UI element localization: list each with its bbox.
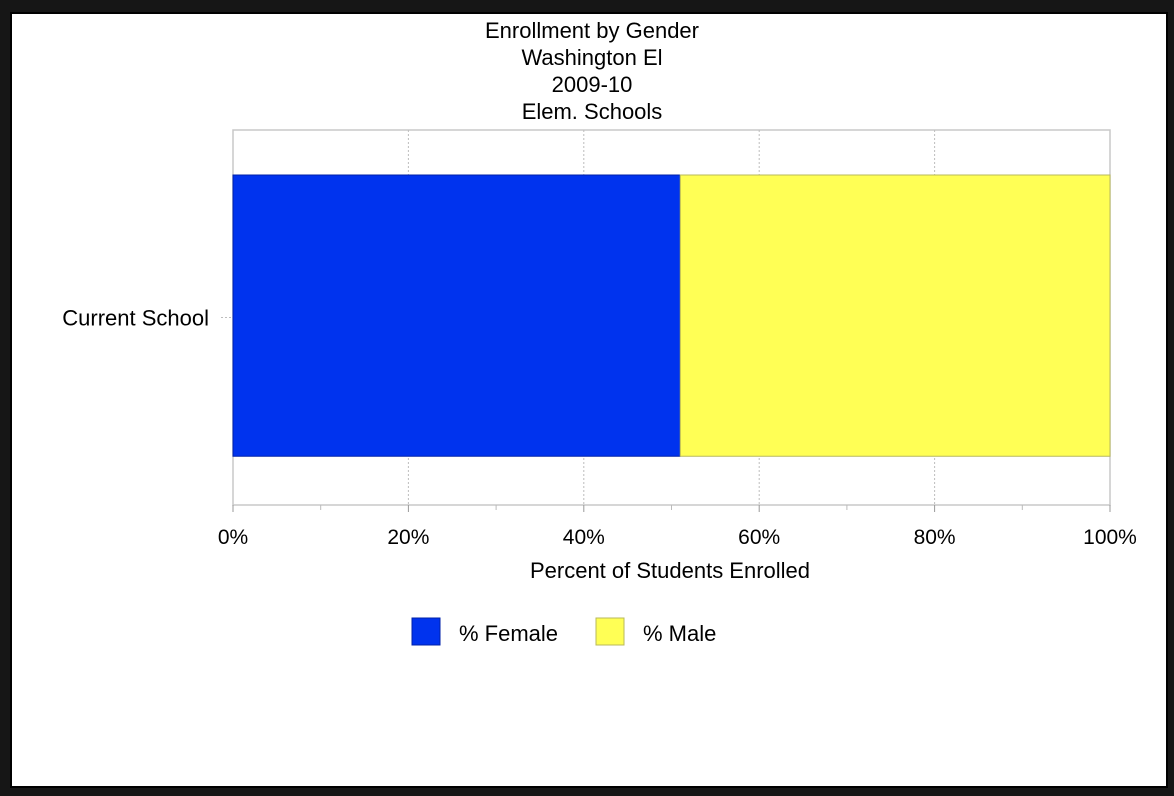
chart-title-line: 2009-10 [552, 72, 633, 97]
chart-title-line: Enrollment by Gender [485, 18, 699, 43]
x-tick-label: 20% [387, 526, 429, 549]
chart-title-line: Washington El [521, 45, 662, 70]
x-tick-label: 100% [1083, 526, 1137, 549]
legend: % Female % Male [411, 617, 716, 646]
legend-swatch [595, 617, 625, 646]
legend-swatch [411, 617, 441, 646]
bars [232, 174, 1111, 457]
legend-label: % Male [643, 621, 716, 646]
bar-male [679, 174, 1111, 457]
y-axis: Current School [62, 306, 233, 331]
bar-female [232, 174, 681, 457]
x-tick-label: 60% [738, 526, 780, 549]
x-axis-label: Percent of Students Enrolled [530, 558, 810, 583]
x-tick-label: 80% [914, 526, 956, 549]
x-tick-label: 40% [563, 526, 605, 549]
x-tick-label: 0% [218, 526, 248, 549]
chart-title-line: Elem. Schools [522, 99, 663, 124]
legend-label: % Female [459, 621, 558, 646]
y-category-label: Current School [62, 306, 209, 331]
x-axis: 0% 20% 40% 60% 80% 100% [218, 505, 1137, 549]
